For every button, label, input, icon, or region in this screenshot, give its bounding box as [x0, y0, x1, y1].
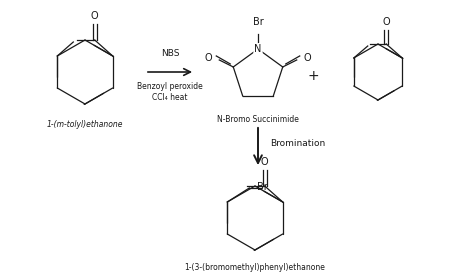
Text: O: O — [205, 53, 212, 63]
Text: N-Bromo Succinimide: N-Bromo Succinimide — [217, 115, 299, 124]
Text: O: O — [91, 11, 99, 21]
Text: Br: Br — [257, 182, 268, 192]
Text: 1-(m-tolyl)ethanone: 1-(m-tolyl)ethanone — [47, 120, 123, 129]
Text: CCl₄ heat: CCl₄ heat — [152, 93, 188, 102]
Text: Bromination: Bromination — [270, 139, 325, 147]
Text: O: O — [382, 17, 390, 27]
Text: N: N — [254, 44, 262, 54]
Text: Br: Br — [252, 17, 263, 27]
Text: NBS: NBS — [161, 49, 179, 58]
Text: Benzoyl peroxide: Benzoyl peroxide — [137, 82, 203, 91]
Text: O: O — [261, 157, 269, 167]
Text: O: O — [304, 53, 311, 63]
Text: 1-(3-(bromomethyl)phenyl)ethanone: 1-(3-(bromomethyl)phenyl)ethanone — [184, 263, 325, 272]
Text: +: + — [307, 69, 319, 83]
